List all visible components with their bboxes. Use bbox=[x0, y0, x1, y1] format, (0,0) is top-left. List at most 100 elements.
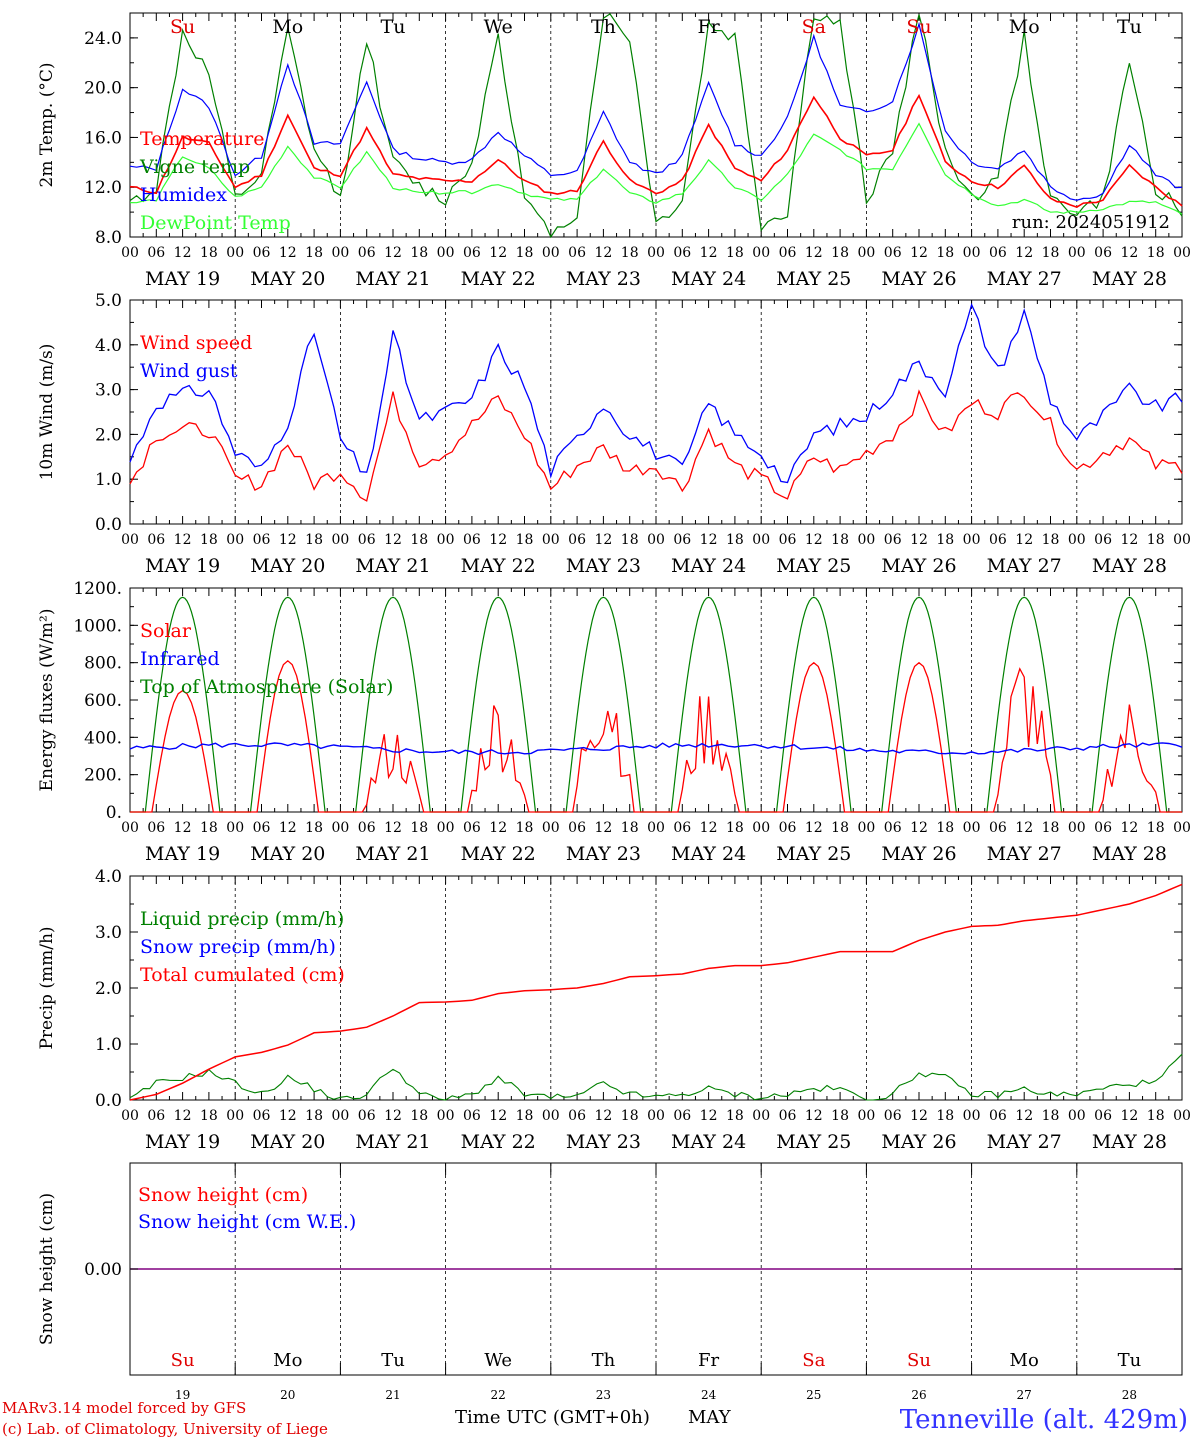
hour-label: 06 bbox=[147, 532, 165, 548]
x-axis-labels-3: 00 06 12 18 MAY 19 00 06 12 18 MAY 20 00 06 12 18 MAY … bbox=[121, 820, 1191, 865]
hour-label: 12 bbox=[910, 820, 928, 836]
weekday-label: Tu bbox=[1117, 16, 1142, 38]
day-label: MAY 26 bbox=[881, 843, 956, 865]
day-label: MAY 19 bbox=[145, 268, 220, 290]
series-line-wind-gust bbox=[129, 302, 1183, 484]
legend-entry: Vigne temp bbox=[139, 156, 250, 178]
hour-label: 18 bbox=[726, 245, 744, 261]
y-tick-label: 800. bbox=[84, 654, 122, 674]
hour-label: 12 bbox=[1120, 532, 1138, 548]
hour-label: 06 bbox=[673, 532, 691, 548]
y-tick-label: 200. bbox=[84, 766, 122, 786]
weekday-label: Fr bbox=[698, 1350, 719, 1371]
hour-label: 06 bbox=[568, 1108, 586, 1124]
day-label: MAY 22 bbox=[461, 843, 536, 865]
hour-label: 18 bbox=[410, 1108, 428, 1124]
hour-label: 06 bbox=[884, 245, 902, 261]
hour-label: 00 bbox=[331, 532, 349, 548]
hour-label: 00 bbox=[542, 1108, 560, 1124]
footer: MARv3.14 model forced by GFS (c) Lab. of … bbox=[2, 1399, 1188, 1438]
series-line-total-cumulated bbox=[129, 883, 1183, 1101]
hour-label: 18 bbox=[621, 820, 639, 836]
legend-entry: Snow height (cm) bbox=[138, 1184, 308, 1206]
hour-label: 00 bbox=[1068, 532, 1086, 548]
y-tick-label: 1200. bbox=[73, 579, 122, 599]
x-axis-labels-4: 00 06 12 18 MAY 19 00 06 12 18 MAY 20 00 06 12 18 MAY … bbox=[121, 1108, 1191, 1153]
y-tick-label: 20.0 bbox=[84, 79, 122, 99]
y-tick-label: 2.0 bbox=[95, 979, 122, 999]
hour-label: 18 bbox=[516, 245, 534, 261]
weekday-label: Su bbox=[171, 1350, 195, 1371]
hour-label: 12 bbox=[384, 820, 402, 836]
hour-label: 06 bbox=[253, 1108, 271, 1124]
y-tick-label: 400. bbox=[84, 728, 122, 748]
panel-2: 0.0 1.0 2.0 3.0 4.0 5.0 10m Wind (m/s) bbox=[37, 291, 1183, 535]
weekday-label: We bbox=[484, 16, 513, 38]
hour-label: 00 bbox=[752, 820, 770, 836]
hour-label: 12 bbox=[1120, 820, 1138, 836]
series-line-liquid-precip bbox=[129, 1053, 1183, 1101]
day-label: MAY 24 bbox=[671, 555, 746, 577]
hour-label: 06 bbox=[463, 532, 481, 548]
run-label: run: 2024051912 bbox=[1012, 212, 1170, 233]
series-line-dewpoint-temp bbox=[129, 122, 1183, 215]
y-tick-label: 3.0 bbox=[95, 381, 122, 401]
hour-label: 12 bbox=[489, 820, 507, 836]
y-tick-label: 12.0 bbox=[84, 178, 122, 198]
hour-label: 18 bbox=[200, 532, 218, 548]
series-line-solar bbox=[130, 659, 1182, 813]
panel-4: 0.0 1.0 2.0 3.0 4.0 Precip (mm/h) bbox=[37, 867, 1183, 1111]
y-tick-label: 8.0 bbox=[95, 228, 122, 248]
day-label: MAY 26 bbox=[881, 268, 956, 290]
hour-label: 12 bbox=[489, 532, 507, 548]
hour-label: 18 bbox=[621, 1108, 639, 1124]
day-label: MAY 20 bbox=[250, 555, 325, 577]
weekday-label: Sa bbox=[802, 1350, 825, 1371]
hour-label: 18 bbox=[305, 532, 323, 548]
hour-label: 00 bbox=[857, 820, 875, 836]
hour-label: 06 bbox=[884, 1108, 902, 1124]
hour-label: 00 bbox=[857, 245, 875, 261]
hour-label: 12 bbox=[805, 532, 823, 548]
hour-label: 18 bbox=[1147, 532, 1165, 548]
day-label: MAY 23 bbox=[566, 268, 641, 290]
day-number-label: 25 bbox=[806, 1388, 821, 1402]
hour-label: 00 bbox=[963, 1108, 981, 1124]
y-tick-label: 16.0 bbox=[84, 128, 122, 148]
hour-label: 06 bbox=[358, 245, 376, 261]
day-label: MAY 22 bbox=[461, 1131, 536, 1153]
weekday-label: Th bbox=[591, 16, 616, 38]
legend-entry: Total cumulated (cm) bbox=[140, 964, 345, 986]
hour-label: 00 bbox=[121, 532, 139, 548]
hour-label: 12 bbox=[910, 532, 928, 548]
hour-label: 18 bbox=[410, 532, 428, 548]
day-number-label: 27 bbox=[1017, 1388, 1032, 1402]
hour-label: 00 bbox=[1173, 245, 1191, 261]
y-tick-label: 5.0 bbox=[95, 291, 122, 311]
panel-5: 0.00 Snow height (cm) Snow height (cm) Snow… bbox=[37, 1162, 1183, 1402]
day-label: MAY 27 bbox=[987, 555, 1062, 577]
panel-1: 8.0 12.0 16.0 20.0 24.0 2m Temp. (°C) Su Mo Tu We… bbox=[37, 12, 1183, 248]
y-tick-label: 1.0 bbox=[95, 1035, 122, 1055]
weekday-label: Sa bbox=[802, 16, 826, 38]
day-label: MAY 21 bbox=[355, 555, 430, 577]
hour-label: 18 bbox=[1147, 820, 1165, 836]
day-label: MAY 20 bbox=[250, 1131, 325, 1153]
hour-label: 18 bbox=[831, 245, 849, 261]
hour-label: 06 bbox=[989, 245, 1007, 261]
hour-label: 18 bbox=[936, 820, 954, 836]
day-label: MAY 25 bbox=[776, 555, 851, 577]
day-label: MAY 28 bbox=[1092, 1131, 1167, 1153]
day-label: MAY 19 bbox=[145, 555, 220, 577]
hour-label: 00 bbox=[963, 820, 981, 836]
legend-entry: Humidex bbox=[140, 184, 227, 206]
legend-2: Wind speed Wind gust bbox=[140, 332, 252, 382]
hour-label: 00 bbox=[437, 1108, 455, 1124]
y-tick-label: 4.0 bbox=[95, 336, 122, 356]
hour-label: 12 bbox=[700, 532, 718, 548]
hour-label: 12 bbox=[279, 820, 297, 836]
y-tick-label: 0.0 bbox=[95, 1091, 122, 1111]
hour-label: 18 bbox=[305, 820, 323, 836]
panel-frame bbox=[129, 299, 1183, 525]
day-label: MAY 26 bbox=[881, 1131, 956, 1153]
